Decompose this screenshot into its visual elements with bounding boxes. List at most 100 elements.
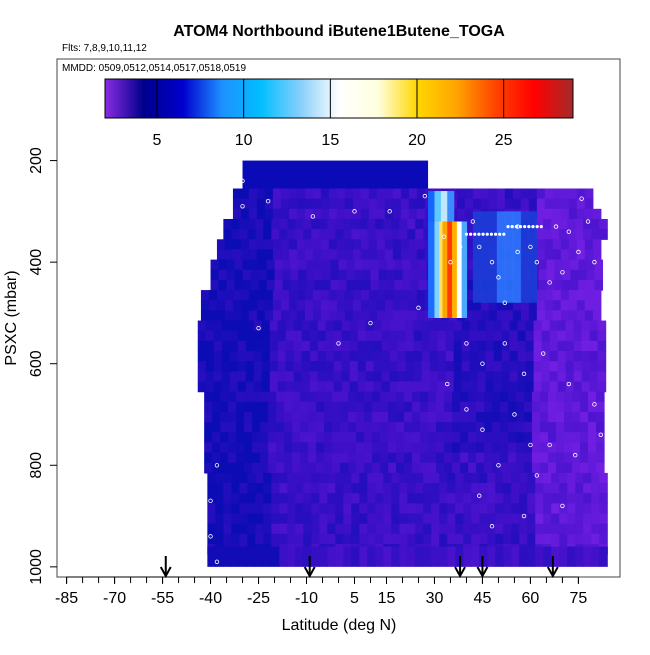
heatmap-cell bbox=[340, 391, 349, 403]
sample-point bbox=[214, 559, 220, 564]
heatmap-cell bbox=[279, 546, 288, 567]
heatmap-cell bbox=[231, 218, 240, 230]
heatmap-cell bbox=[232, 188, 242, 200]
heatmap-cell bbox=[461, 351, 471, 362]
heatmap-cell bbox=[352, 310, 362, 322]
heatmap-cell bbox=[244, 432, 253, 444]
heatmap-cell bbox=[540, 401, 549, 413]
sample-point bbox=[502, 300, 508, 305]
heatmap-cell bbox=[312, 290, 322, 301]
heatmap-cell bbox=[279, 503, 288, 515]
heatmap-cell bbox=[543, 533, 552, 545]
heatmap-cell bbox=[428, 191, 436, 222]
heatmap-cell bbox=[527, 472, 536, 484]
heatmap-cell bbox=[296, 198, 306, 210]
heatmap-cell bbox=[367, 523, 376, 535]
heatmap-cell bbox=[437, 351, 447, 362]
heatmap-cell bbox=[239, 523, 248, 535]
heatmap-cell bbox=[591, 218, 600, 230]
heatmap-cell bbox=[588, 462, 597, 474]
heatmap-cell bbox=[280, 239, 290, 251]
heatmap-cell bbox=[293, 330, 303, 342]
sample-point bbox=[480, 361, 485, 366]
heatmap-cell bbox=[328, 310, 338, 322]
heatmap-cell bbox=[541, 340, 551, 352]
heatmap-cell bbox=[445, 381, 455, 393]
heatmap-cell bbox=[284, 442, 293, 454]
heatmap-cell bbox=[543, 503, 552, 515]
heatmap-cell bbox=[452, 391, 461, 403]
heatmap-cell bbox=[252, 411, 261, 423]
heatmap-cell bbox=[260, 401, 269, 413]
dates-subtitle: MMDD: 0509,0512,0514,0517,0518,0519 bbox=[62, 63, 246, 74]
heatmap-cell bbox=[264, 310, 274, 322]
heatmap-cell bbox=[444, 452, 453, 464]
heatmap-cell bbox=[197, 381, 207, 393]
heatmap-cell bbox=[248, 310, 258, 322]
heatmap-cell bbox=[309, 371, 319, 383]
heatmap-cell bbox=[388, 411, 397, 423]
heatmap-cell bbox=[485, 371, 495, 383]
heatmap-cell bbox=[239, 229, 248, 240]
heatmap-cell bbox=[295, 493, 304, 504]
heatmap-cell bbox=[589, 330, 599, 342]
heatmap-cell bbox=[215, 503, 224, 515]
heatmap-cell bbox=[487, 493, 496, 504]
heatmap-cell bbox=[439, 523, 448, 535]
heatmap-cell bbox=[416, 290, 426, 301]
heatmap-cell bbox=[383, 493, 392, 504]
heatmap-cell bbox=[244, 452, 253, 464]
heatmap-cell bbox=[397, 351, 407, 362]
heatmap-cell bbox=[332, 462, 341, 474]
heatmap-cell bbox=[568, 198, 578, 210]
heatmap-cell bbox=[423, 513, 432, 525]
heatmap-cell bbox=[586, 259, 596, 271]
heatmap-cell bbox=[300, 452, 309, 464]
sample-point bbox=[566, 381, 572, 387]
heatmap-cell bbox=[436, 452, 445, 464]
heatmap-cell bbox=[391, 483, 400, 494]
heatmap-cell bbox=[525, 351, 535, 362]
heatmap-cell bbox=[258, 259, 268, 271]
heatmap-cell bbox=[562, 279, 572, 291]
heatmap-cell bbox=[421, 381, 431, 393]
heatmap-cell bbox=[564, 422, 573, 433]
heatmap-cell bbox=[367, 472, 376, 484]
heatmap-cell bbox=[554, 269, 564, 281]
sample-point bbox=[547, 280, 552, 285]
heatmap-cell bbox=[311, 546, 320, 567]
heatmap-cell bbox=[327, 493, 336, 504]
heatmap-cell bbox=[597, 320, 607, 332]
heatmap-cell bbox=[464, 310, 474, 322]
heatmap-cell bbox=[431, 513, 440, 525]
heatmap-cell bbox=[519, 493, 528, 504]
heatmap-cell bbox=[255, 218, 264, 230]
heatmap-cell bbox=[541, 320, 551, 332]
heatmap-cell bbox=[532, 452, 541, 464]
heatmap-cell bbox=[580, 452, 589, 464]
heatmap-cell bbox=[311, 493, 320, 504]
heatmap-cell bbox=[536, 310, 546, 322]
heatmap-cell bbox=[351, 546, 360, 567]
heatmap-cell bbox=[410, 269, 420, 281]
heatmap-cell bbox=[285, 381, 295, 393]
heatmap-cell bbox=[549, 351, 559, 362]
heatmap-cell bbox=[436, 422, 445, 433]
heatmap-cell bbox=[335, 218, 344, 230]
heatmap-cell bbox=[596, 401, 605, 413]
heatmap-cell bbox=[367, 503, 376, 515]
heatmap-cell bbox=[528, 211, 538, 303]
heatmap-cell bbox=[383, 472, 392, 484]
heatmap-cell bbox=[324, 432, 333, 444]
heatmap-cell bbox=[264, 208, 274, 220]
heatmap-cell bbox=[565, 381, 575, 393]
heatmap-cell bbox=[268, 401, 277, 413]
heatmap-cell bbox=[348, 401, 357, 413]
heatmap-cell bbox=[304, 310, 314, 322]
heatmap-cell bbox=[408, 290, 418, 301]
heatmap-cell bbox=[535, 523, 544, 535]
heatmap-cell bbox=[444, 391, 453, 403]
heatmap-cell bbox=[421, 320, 431, 332]
heatmap-cell bbox=[412, 462, 421, 474]
